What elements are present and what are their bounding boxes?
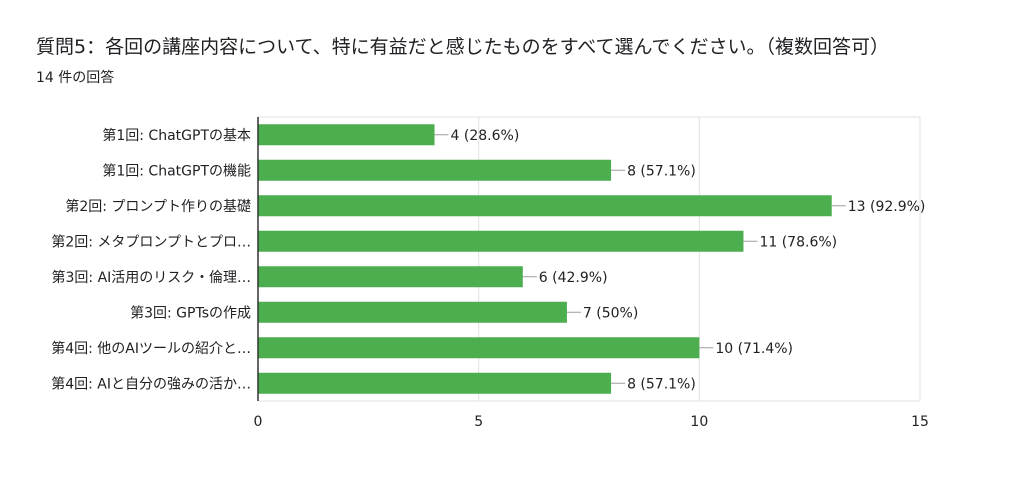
x-tick-label: 15 xyxy=(911,414,929,430)
category-label: 第2回: メタプロンプトとプロ… xyxy=(51,233,251,250)
bar xyxy=(258,372,612,394)
bar xyxy=(258,337,700,359)
x-tick-label: 0 xyxy=(254,414,263,430)
data-label: 11 (78.6%) xyxy=(759,234,837,250)
category-label: 第3回: AI活用のリスク・倫理… xyxy=(52,269,252,286)
bar xyxy=(258,124,435,146)
grid-lines xyxy=(258,116,921,402)
bar xyxy=(258,195,832,217)
data-label: 13 (92.9%) xyxy=(848,199,926,215)
category-label: 第4回: 他のAIツールの紹介と… xyxy=(51,340,251,357)
data-label: 10 (71.4%) xyxy=(715,341,793,357)
category-label: 第4回: AIと自分の強みの活か… xyxy=(51,375,251,392)
data-label: 8 (57.1%) xyxy=(627,376,696,392)
bar xyxy=(258,159,612,181)
category-label: 第3回: GPTsの作成 xyxy=(130,304,251,321)
data-label: 4 (28.6%) xyxy=(451,128,520,144)
bar xyxy=(258,266,523,288)
bar xyxy=(258,301,567,323)
category-label: 第1回: ChatGPTの機能 xyxy=(102,162,251,179)
x-tick-label: 5 xyxy=(474,414,483,430)
response-count: 14 件の回答 xyxy=(36,70,115,86)
x-axis: 0 5 10 15 xyxy=(254,117,929,430)
data-label: 8 (57.1%) xyxy=(627,163,696,179)
data-label: 6 (42.9%) xyxy=(539,270,608,286)
bars xyxy=(258,124,832,394)
data-label: 7 (50%) xyxy=(583,305,638,321)
bar xyxy=(258,230,744,252)
category-label: 第2回: プロンプト作りの基礎 xyxy=(65,198,251,215)
data-labels: 4 (28.6%) 8 (57.1%) 13 (92.9%) 11 (78.6%) 6 … xyxy=(434,128,926,392)
x-tick-label: 10 xyxy=(690,414,708,430)
question-title: 質問5：各回の講座内容について、特に有益だと感じたものをすべて選んでください。（… xyxy=(36,36,890,58)
category-label: 第1回: ChatGPTの基本 xyxy=(102,127,251,144)
